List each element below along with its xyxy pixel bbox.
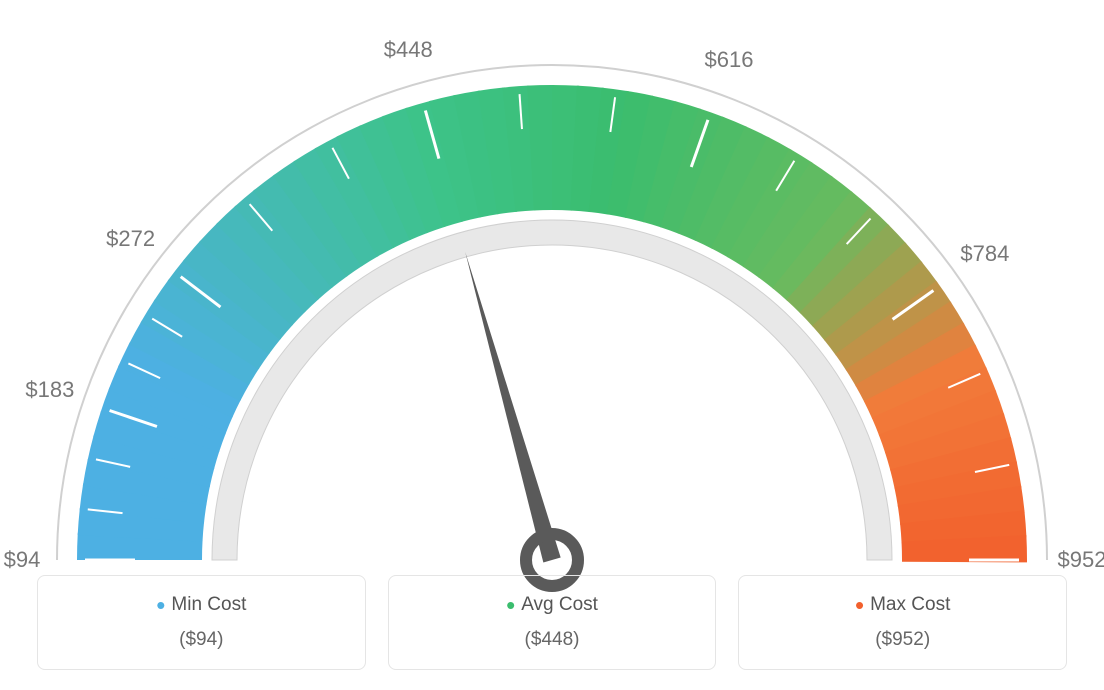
legend-title-min-text: Min Cost <box>171 594 246 616</box>
legend-card-min: Min Cost ($94) <box>37 575 366 670</box>
gauge-tick-label: $784 <box>960 241 1009 267</box>
gauge-tick-label: $94 <box>4 547 41 573</box>
gauge-svg <box>32 20 1072 600</box>
legend-title-avg: Avg Cost <box>506 594 598 616</box>
legend-value-avg: ($448) <box>399 629 706 651</box>
gauge-tick-label: $272 <box>106 226 155 252</box>
legend-value-min: ($94) <box>48 629 355 651</box>
legend-row: Min Cost ($94) Avg Cost ($448) Max Cost … <box>37 575 1067 670</box>
legend-title-min: Min Cost <box>156 594 246 616</box>
gauge-container: $94$183$272$448$616$784$952 <box>32 20 1072 580</box>
legend-title-avg-text: Avg Cost <box>521 594 598 616</box>
gauge-tick-label: $183 <box>25 377 74 403</box>
gauge-tick-label: $616 <box>705 47 754 73</box>
legend-title-max: Max Cost <box>855 594 950 616</box>
legend-value-max: ($952) <box>749 629 1056 651</box>
gauge-tick-label: $448 <box>384 37 433 63</box>
legend-card-max: Max Cost ($952) <box>738 575 1067 670</box>
gauge-tick-label: $952 <box>1058 547 1104 573</box>
legend-title-max-text: Max Cost <box>870 594 950 616</box>
legend-card-avg: Avg Cost ($448) <box>388 575 717 670</box>
